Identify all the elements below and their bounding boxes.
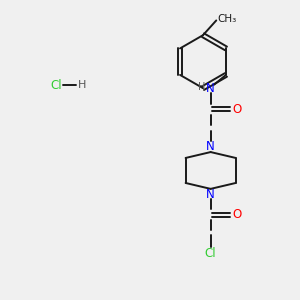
Text: N: N	[206, 140, 215, 153]
Text: H: H	[77, 80, 86, 90]
Text: CH₃: CH₃	[218, 14, 237, 24]
Text: Cl: Cl	[50, 79, 61, 92]
Text: H: H	[197, 82, 205, 92]
Text: N: N	[206, 82, 215, 95]
Text: N: N	[206, 188, 215, 201]
Text: O: O	[232, 208, 241, 221]
Text: Cl: Cl	[205, 247, 217, 260]
Text: O: O	[232, 103, 241, 116]
